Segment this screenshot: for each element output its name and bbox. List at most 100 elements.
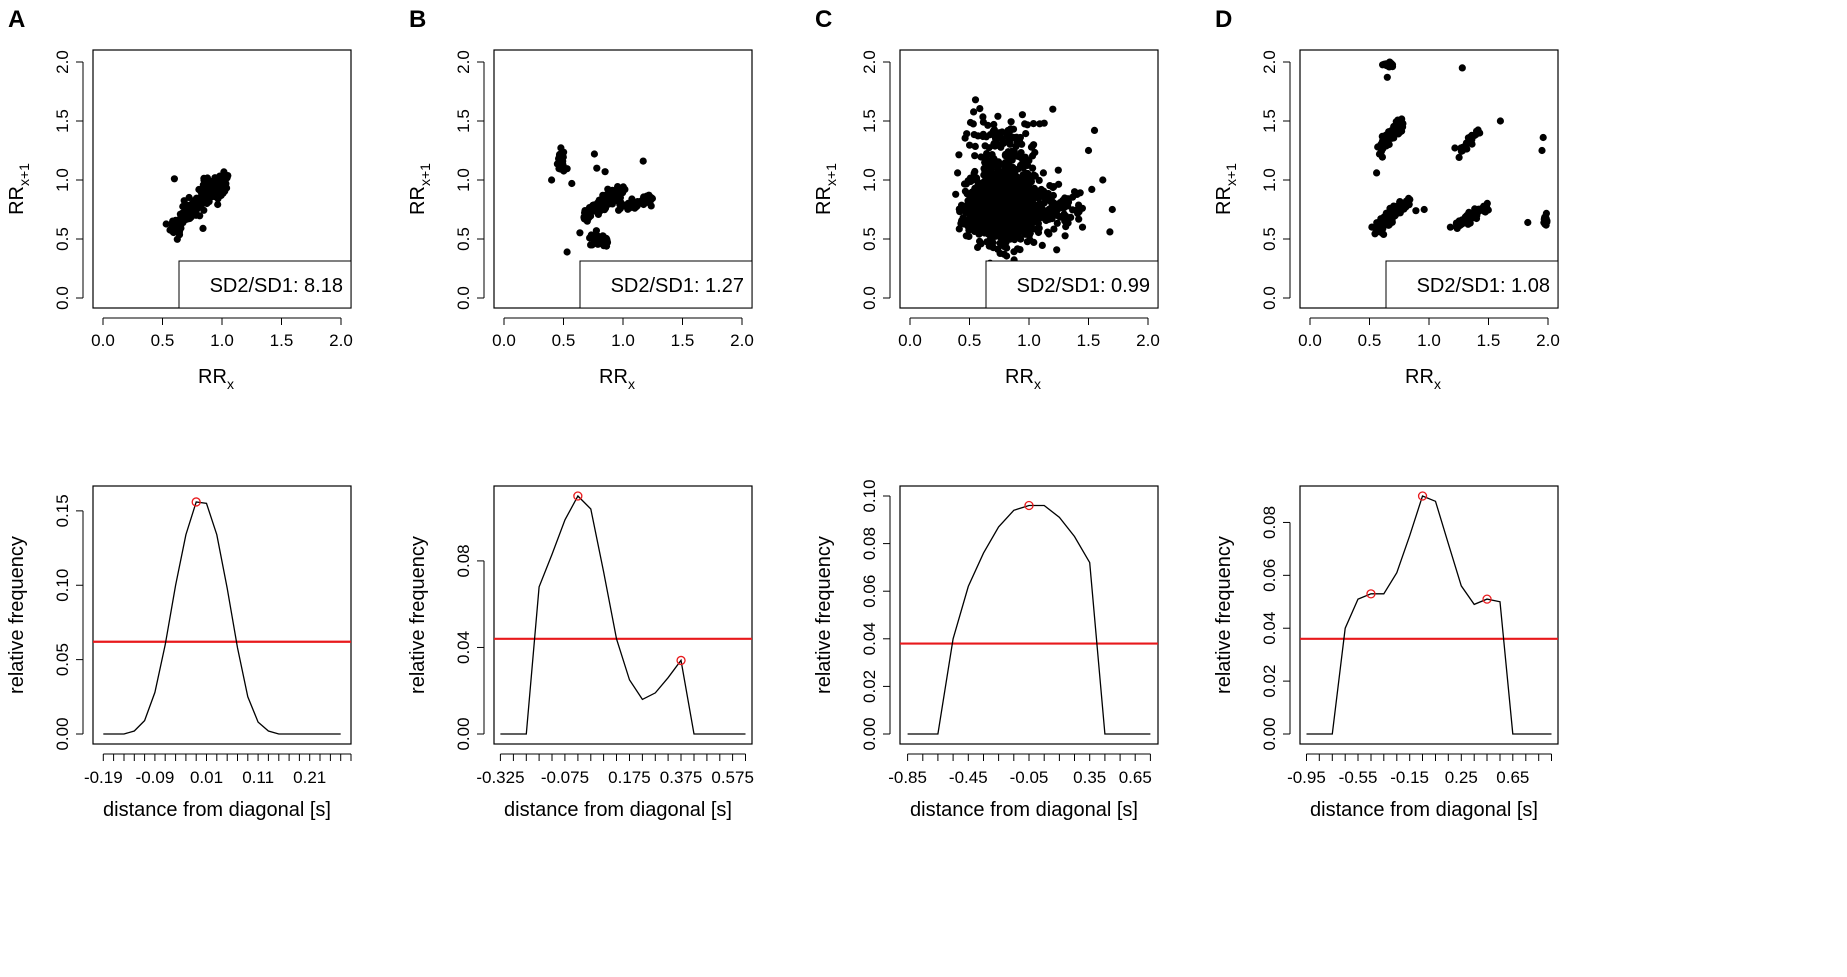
data-point bbox=[1019, 157, 1027, 165]
data-point bbox=[1061, 232, 1069, 240]
data-point bbox=[1029, 120, 1038, 128]
legend-text: SD2/SD1: 1.27 bbox=[611, 275, 744, 297]
data-point bbox=[955, 225, 963, 233]
data-point bbox=[1013, 186, 1021, 194]
data-point bbox=[1035, 194, 1043, 202]
data-point bbox=[576, 229, 584, 237]
data-point bbox=[1465, 212, 1473, 220]
x-tick-label: 1.5 bbox=[1477, 331, 1501, 350]
data-point bbox=[1023, 202, 1031, 210]
poincare-plot-c: SD2/SD1: 0.990.0 0.5 1.0 1.5 2.0RRx0.00.51.0… bbox=[813, 49, 1160, 392]
data-point bbox=[993, 131, 1001, 139]
data-point bbox=[1001, 159, 1010, 167]
y-axis-title-subscript: x+1 bbox=[1223, 163, 1239, 186]
data-point bbox=[1069, 193, 1077, 201]
x-tick-label: -0.45 bbox=[949, 768, 988, 787]
x-tick-label: 0.5 bbox=[958, 331, 982, 350]
data-point bbox=[1036, 120, 1044, 128]
x-axis-title-main: RR bbox=[599, 366, 628, 388]
data-point bbox=[1388, 133, 1396, 141]
data-point bbox=[1075, 208, 1083, 216]
y-tick-label: 0.5 bbox=[1260, 227, 1279, 251]
y-axis-title-main: RR bbox=[813, 186, 835, 215]
panel-label-c: C bbox=[815, 6, 832, 33]
data-point bbox=[963, 130, 971, 138]
x-tick-label: 1.5 bbox=[671, 331, 695, 350]
x-tick-label: 0.0 bbox=[898, 331, 922, 350]
data-point bbox=[586, 234, 594, 242]
data-point bbox=[199, 224, 207, 232]
y-tick-label: 0.0 bbox=[1260, 286, 1279, 310]
data-point bbox=[586, 209, 594, 217]
y-tick-label: 0.0 bbox=[454, 286, 473, 310]
data-point bbox=[1022, 130, 1030, 138]
scatter-points bbox=[1368, 58, 1551, 238]
x-tick-label: -0.95 bbox=[1287, 768, 1326, 787]
x-tick-label: 2.0 bbox=[730, 331, 754, 350]
x-tick-label: -0.19 bbox=[84, 768, 123, 787]
data-point bbox=[621, 185, 629, 193]
y-tick-label: 1.0 bbox=[860, 168, 879, 192]
data-point bbox=[1099, 176, 1107, 184]
frequency-line bbox=[907, 504, 1151, 735]
data-point bbox=[1071, 188, 1079, 196]
poincare-plot-b: SD2/SD1: 1.270.0 0.5 1.0 1.5 2.0RRx0.00.51.0… bbox=[407, 49, 754, 392]
data-point bbox=[979, 118, 988, 126]
distance-distribution-a: -0.19 -0.09 0.01 0.11 0.21 distance from diag… bbox=[6, 485, 352, 821]
scatter-points bbox=[162, 168, 232, 243]
data-point bbox=[557, 156, 565, 164]
data-point bbox=[994, 172, 1002, 180]
data-point bbox=[641, 195, 649, 203]
data-point bbox=[965, 219, 973, 228]
data-point bbox=[1010, 248, 1018, 256]
y-tick-label: 0.15 bbox=[53, 494, 72, 527]
peak-marker bbox=[1482, 594, 1492, 604]
legend-box bbox=[985, 260, 1159, 309]
data-point bbox=[975, 203, 983, 211]
data-point bbox=[966, 118, 975, 127]
data-point bbox=[180, 211, 188, 219]
x-tick-label: 0.65 bbox=[1119, 768, 1152, 787]
y-axis-title: RRx+1 bbox=[1213, 163, 1239, 215]
x-tick-label: 0.5 bbox=[151, 331, 175, 350]
x-tick-label: 0.65 bbox=[1496, 768, 1529, 787]
distance-distribution-b: -0.325 -0.075 0.175 0.375 0.575 distance from… bbox=[407, 485, 754, 821]
data-point bbox=[983, 158, 991, 166]
data-point bbox=[1390, 122, 1399, 131]
data-point bbox=[217, 183, 225, 191]
data-point bbox=[1538, 146, 1546, 155]
x-tick-label: 0.21 bbox=[293, 768, 326, 787]
data-point bbox=[1045, 230, 1053, 238]
data-point bbox=[1041, 215, 1049, 223]
data-point bbox=[556, 165, 564, 173]
distance-distribution-d: -0.95 -0.55 -0.15 0.25 0.65 distance from dia… bbox=[1213, 485, 1559, 821]
x-tick-label: 0.5 bbox=[552, 331, 576, 350]
data-point bbox=[952, 190, 960, 198]
y-tick-label: 0.02 bbox=[860, 670, 879, 703]
data-point bbox=[1368, 223, 1376, 231]
data-point bbox=[1039, 169, 1047, 177]
y-tick-label: 2.0 bbox=[53, 50, 72, 74]
data-point bbox=[1468, 140, 1476, 148]
data-point bbox=[1053, 246, 1061, 254]
data-point bbox=[971, 96, 980, 104]
x-axis-title-subscript: x bbox=[227, 376, 234, 392]
data-point bbox=[1025, 213, 1033, 221]
data-point bbox=[996, 239, 1004, 247]
data-point bbox=[1379, 145, 1387, 153]
data-point bbox=[1018, 111, 1026, 119]
data-point bbox=[1373, 169, 1381, 177]
legend-box bbox=[579, 260, 753, 309]
data-point bbox=[954, 169, 962, 177]
data-point bbox=[1383, 73, 1391, 81]
x-tick-label: 0.5 bbox=[1358, 331, 1382, 350]
x-tick-label: -0.325 bbox=[476, 768, 524, 787]
x-tick-label: 1.0 bbox=[1017, 331, 1041, 350]
data-point bbox=[1027, 222, 1035, 230]
data-point bbox=[1451, 144, 1459, 152]
data-point bbox=[956, 208, 964, 216]
data-point bbox=[603, 237, 611, 245]
data-point bbox=[1400, 200, 1409, 208]
y-tick-label: 0.0 bbox=[860, 286, 879, 310]
data-point bbox=[1541, 220, 1549, 228]
